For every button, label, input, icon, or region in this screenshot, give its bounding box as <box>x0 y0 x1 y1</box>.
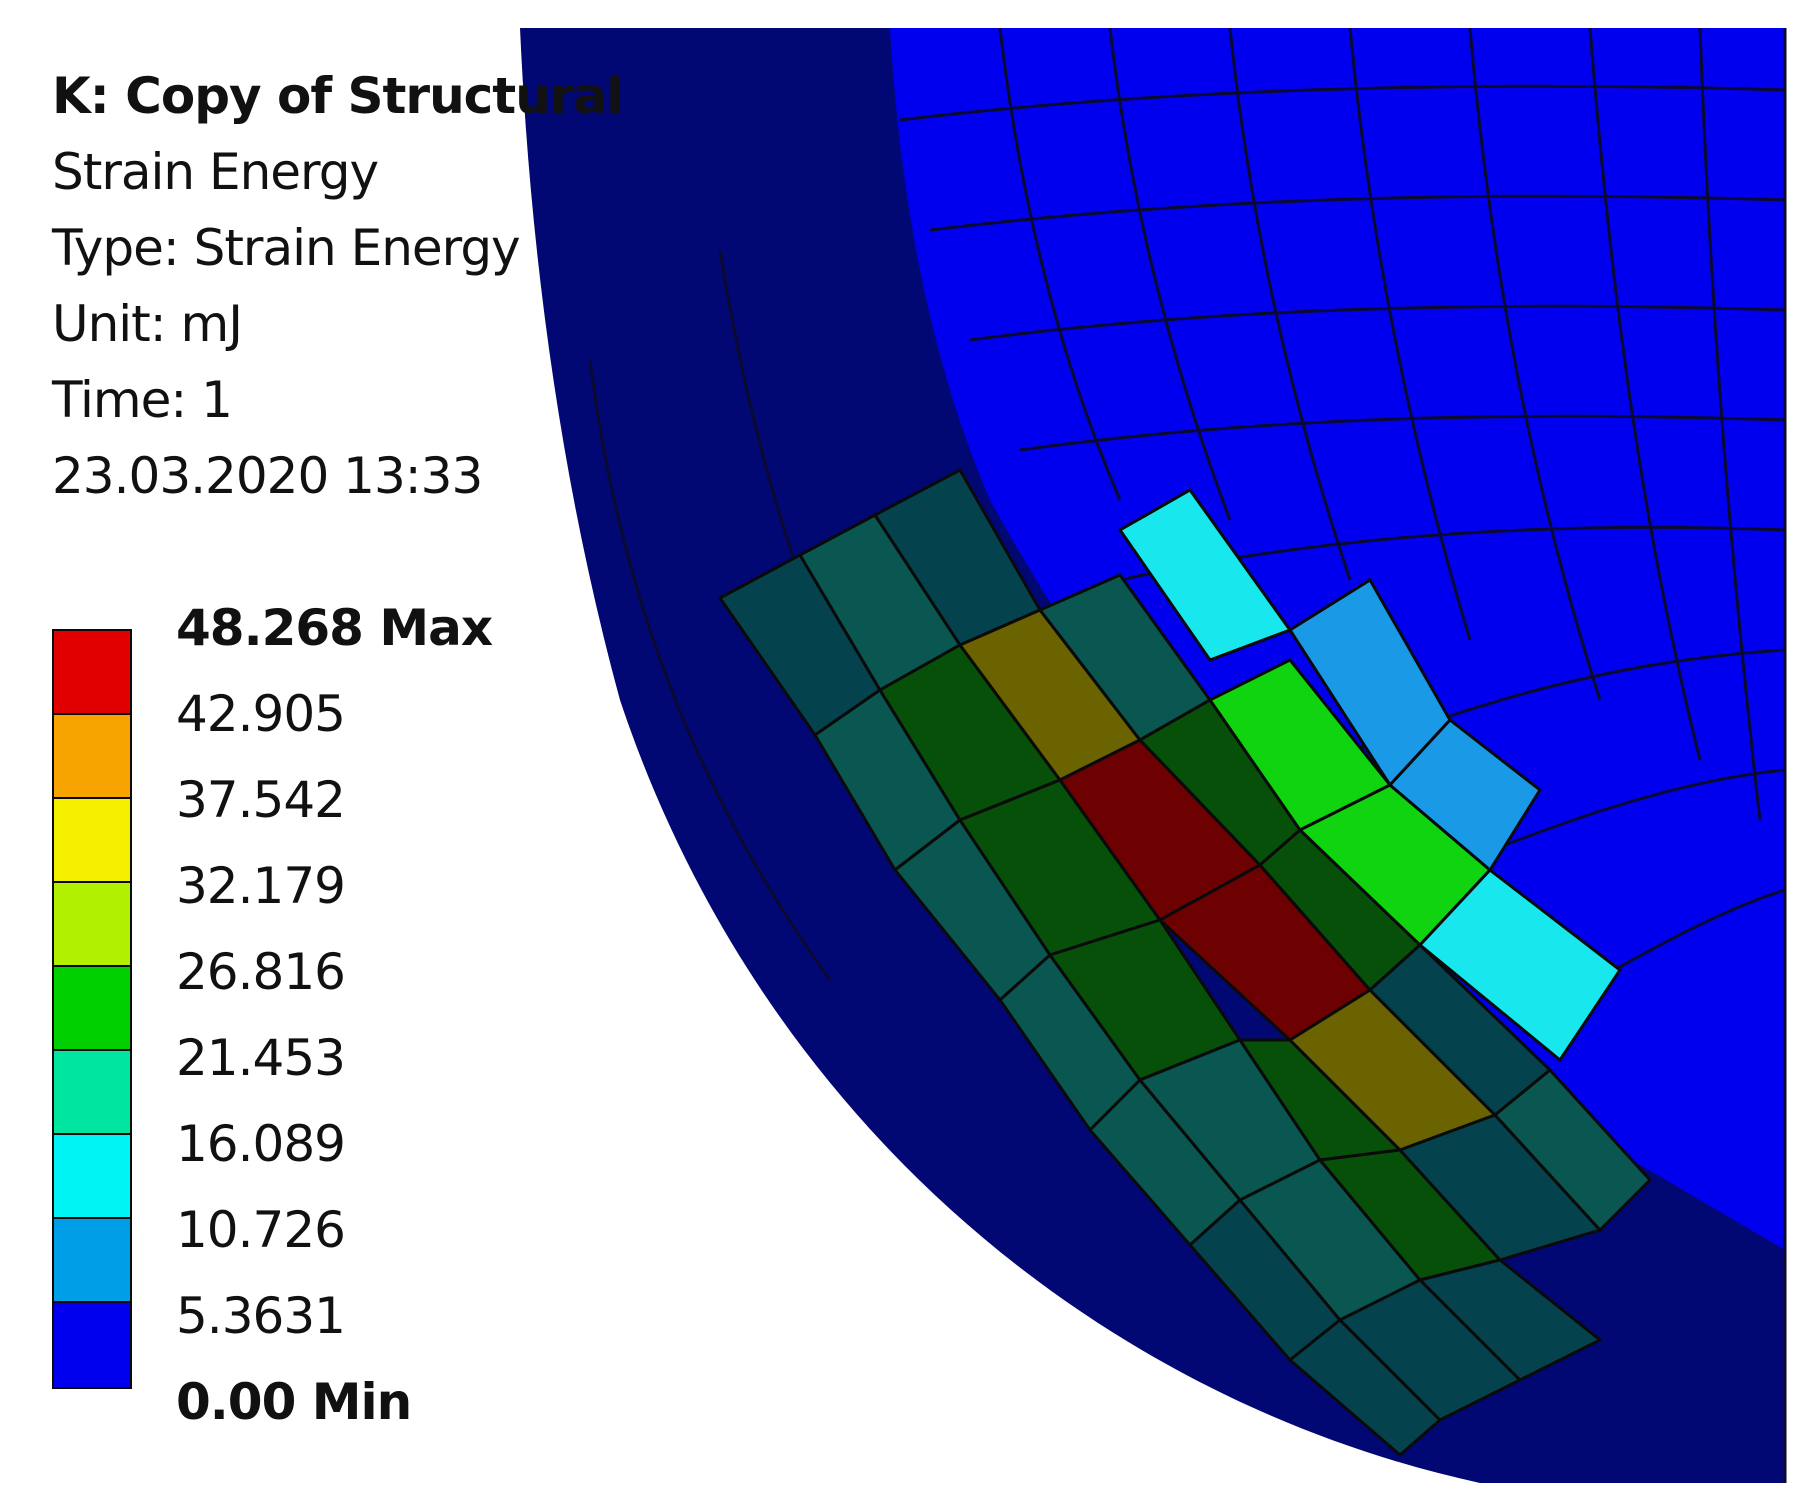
legend-band <box>54 1219 130 1303</box>
legend-level-label: 26.816 <box>176 943 346 1001</box>
legend-max-label: 48.268 Max <box>176 599 493 657</box>
grid-line <box>1108 27 1232 521</box>
grid-line <box>1019 414 1786 452</box>
grid-line <box>1228 27 1352 581</box>
legend-band <box>54 967 130 1051</box>
grid-line <box>1698 27 1762 821</box>
legend-band <box>54 883 130 967</box>
legend-band <box>54 1051 130 1135</box>
result-time: Time: 1 <box>52 371 233 429</box>
grid-line <box>1468 27 1602 701</box>
mesh-element <box>1387 717 1542 873</box>
result-info-panel: K: Copy of Structural Strain Energy Type… <box>52 58 623 514</box>
result-type: Type: Strain Energy <box>52 219 521 277</box>
legend-level-label: 10.726 <box>176 1201 346 1259</box>
grid-line <box>998 27 1122 501</box>
legend-level-label: 37.542 <box>176 771 346 829</box>
mesh-element <box>1492 1067 1653 1233</box>
result-name: Strain Energy <box>52 143 379 201</box>
grid-line <box>929 194 1786 232</box>
legend-color-bar <box>52 629 132 1389</box>
grid-line <box>588 359 832 981</box>
legend-min-label: 0.00 Min <box>176 1373 412 1431</box>
legend-band <box>54 715 130 799</box>
legend-level-label: 16.089 <box>176 1115 346 1173</box>
legend-level-label: 32.179 <box>176 857 346 915</box>
legend-band <box>54 799 130 883</box>
result-timestamp: 23.03.2020 13:33 <box>52 447 483 505</box>
contour-elements <box>717 467 1653 1457</box>
mesh-element <box>1417 1258 1603 1382</box>
result-title: K: Copy of Structural <box>52 67 623 125</box>
mesh-grid-lines <box>588 27 1787 1483</box>
grid-line <box>1348 27 1472 641</box>
result-unit: Unit: mJ <box>52 295 243 353</box>
grid-line <box>1588 27 1702 761</box>
legend-band <box>54 631 130 715</box>
legend-band <box>54 1303 130 1387</box>
legend-level-label: 5.3631 <box>176 1287 346 1345</box>
legend-band <box>54 1135 130 1219</box>
grid-line <box>969 304 1786 342</box>
legend-level-label: 21.453 <box>176 1029 346 1087</box>
mesh-element <box>1417 867 1623 1063</box>
legend-level-label: 42.905 <box>176 685 346 743</box>
